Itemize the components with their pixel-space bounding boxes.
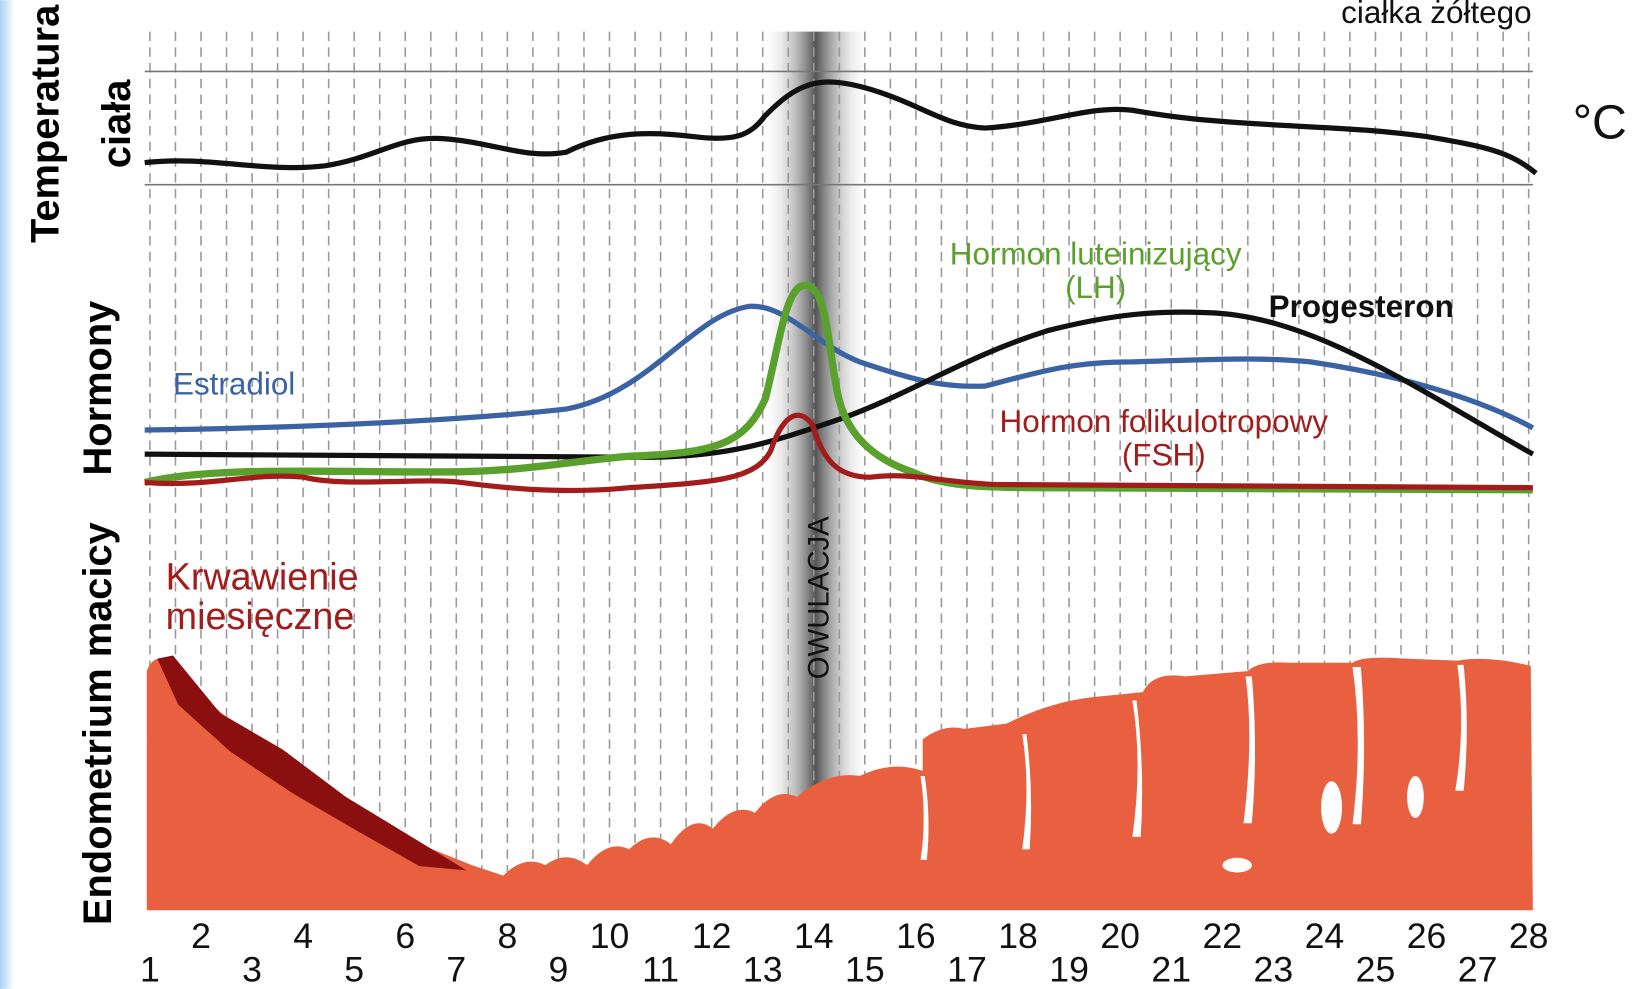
estradiol-label: Estradiol	[173, 366, 295, 401]
day-label: 23	[1254, 950, 1294, 989]
day-label: 9	[549, 950, 569, 989]
progesterone-label: Progesteron	[1269, 289, 1454, 324]
temperature-label-line: ciała	[95, 79, 139, 168]
fsh-label: Hormon folikulotropowy	[1000, 404, 1329, 439]
lh-label: Hormon luteinizujący	[950, 236, 1242, 271]
day-label: 4	[293, 916, 313, 956]
day-label: 5	[344, 950, 364, 989]
day-label: 18	[998, 916, 1038, 956]
ovulation-label: OWULACJA	[802, 516, 835, 679]
day-label: 14	[794, 916, 834, 956]
day-label: 10	[590, 916, 630, 956]
top-note: ciałka żółtego	[1341, 0, 1531, 30]
day-label: 2	[191, 916, 211, 956]
day-label: 24	[1305, 916, 1345, 956]
day-label: 6	[395, 916, 415, 956]
day-label: 26	[1407, 916, 1447, 956]
day-label: 19	[1049, 950, 1089, 989]
endometrium-label: Endometrium macicy	[76, 522, 120, 925]
page: {"top_note":"ciałka żółtego", "temperatu…	[0, 0, 1644, 989]
day-label: 25	[1356, 950, 1396, 989]
day-label: 17	[947, 950, 987, 989]
day-label: 20	[1100, 916, 1140, 956]
day-label: 7	[446, 950, 466, 989]
temperature-unit: °C	[1573, 96, 1627, 150]
side-band	[0, 0, 15, 989]
diagram: ciałka żółtego Temperatura ciała °C Horm…	[0, 0, 1644, 989]
ovulation-band	[761, 32, 870, 881]
bleeding-label: miesięczne	[166, 595, 355, 637]
day-label: 13	[743, 950, 783, 989]
day-label: 11	[642, 950, 679, 989]
day-label: 12	[692, 916, 732, 956]
day-label: 21	[1151, 950, 1191, 989]
day-label: 28	[1509, 916, 1549, 956]
fsh-label: (FSH)	[1122, 438, 1206, 473]
lh-label: (LH)	[1065, 270, 1126, 305]
bleeding-label: Krwawienie	[166, 555, 359, 597]
day-label: 8	[497, 916, 517, 956]
temperature-label-line: Temperatura	[24, 4, 68, 243]
day-label: 3	[242, 950, 262, 989]
day-label: 27	[1458, 950, 1498, 989]
day-label: 22	[1202, 916, 1242, 956]
hormones-label: Hormony	[76, 301, 120, 476]
day-label: 1	[140, 950, 160, 989]
day-label: 15	[845, 950, 885, 989]
day-label: 16	[896, 916, 936, 956]
temperature-label: Temperatura ciała	[24, 4, 139, 243]
